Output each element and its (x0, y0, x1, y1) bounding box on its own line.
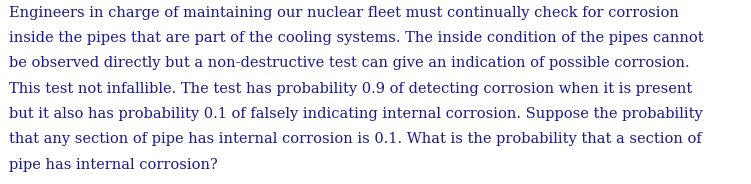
Text: pipe has internal corrosion?: pipe has internal corrosion? (9, 158, 218, 172)
Text: be observed directly but a non-destructive test can give an indication of possib: be observed directly but a non-destructi… (9, 56, 689, 70)
Text: but it also has probability 0.1 of falsely indicating internal corrosion. Suppos: but it also has probability 0.1 of false… (9, 107, 703, 121)
Text: inside the pipes that are part of the cooling systems. The inside condition of t: inside the pipes that are part of the co… (9, 31, 704, 45)
Text: Engineers in charge of maintaining our nuclear fleet must continually check for : Engineers in charge of maintaining our n… (9, 6, 679, 20)
Text: This test not infallible. The test has probability 0.9 of detecting corrosion wh: This test not infallible. The test has p… (9, 82, 692, 96)
Text: that any section of pipe has internal corrosion is 0.1. What is the probability : that any section of pipe has internal co… (9, 132, 701, 146)
